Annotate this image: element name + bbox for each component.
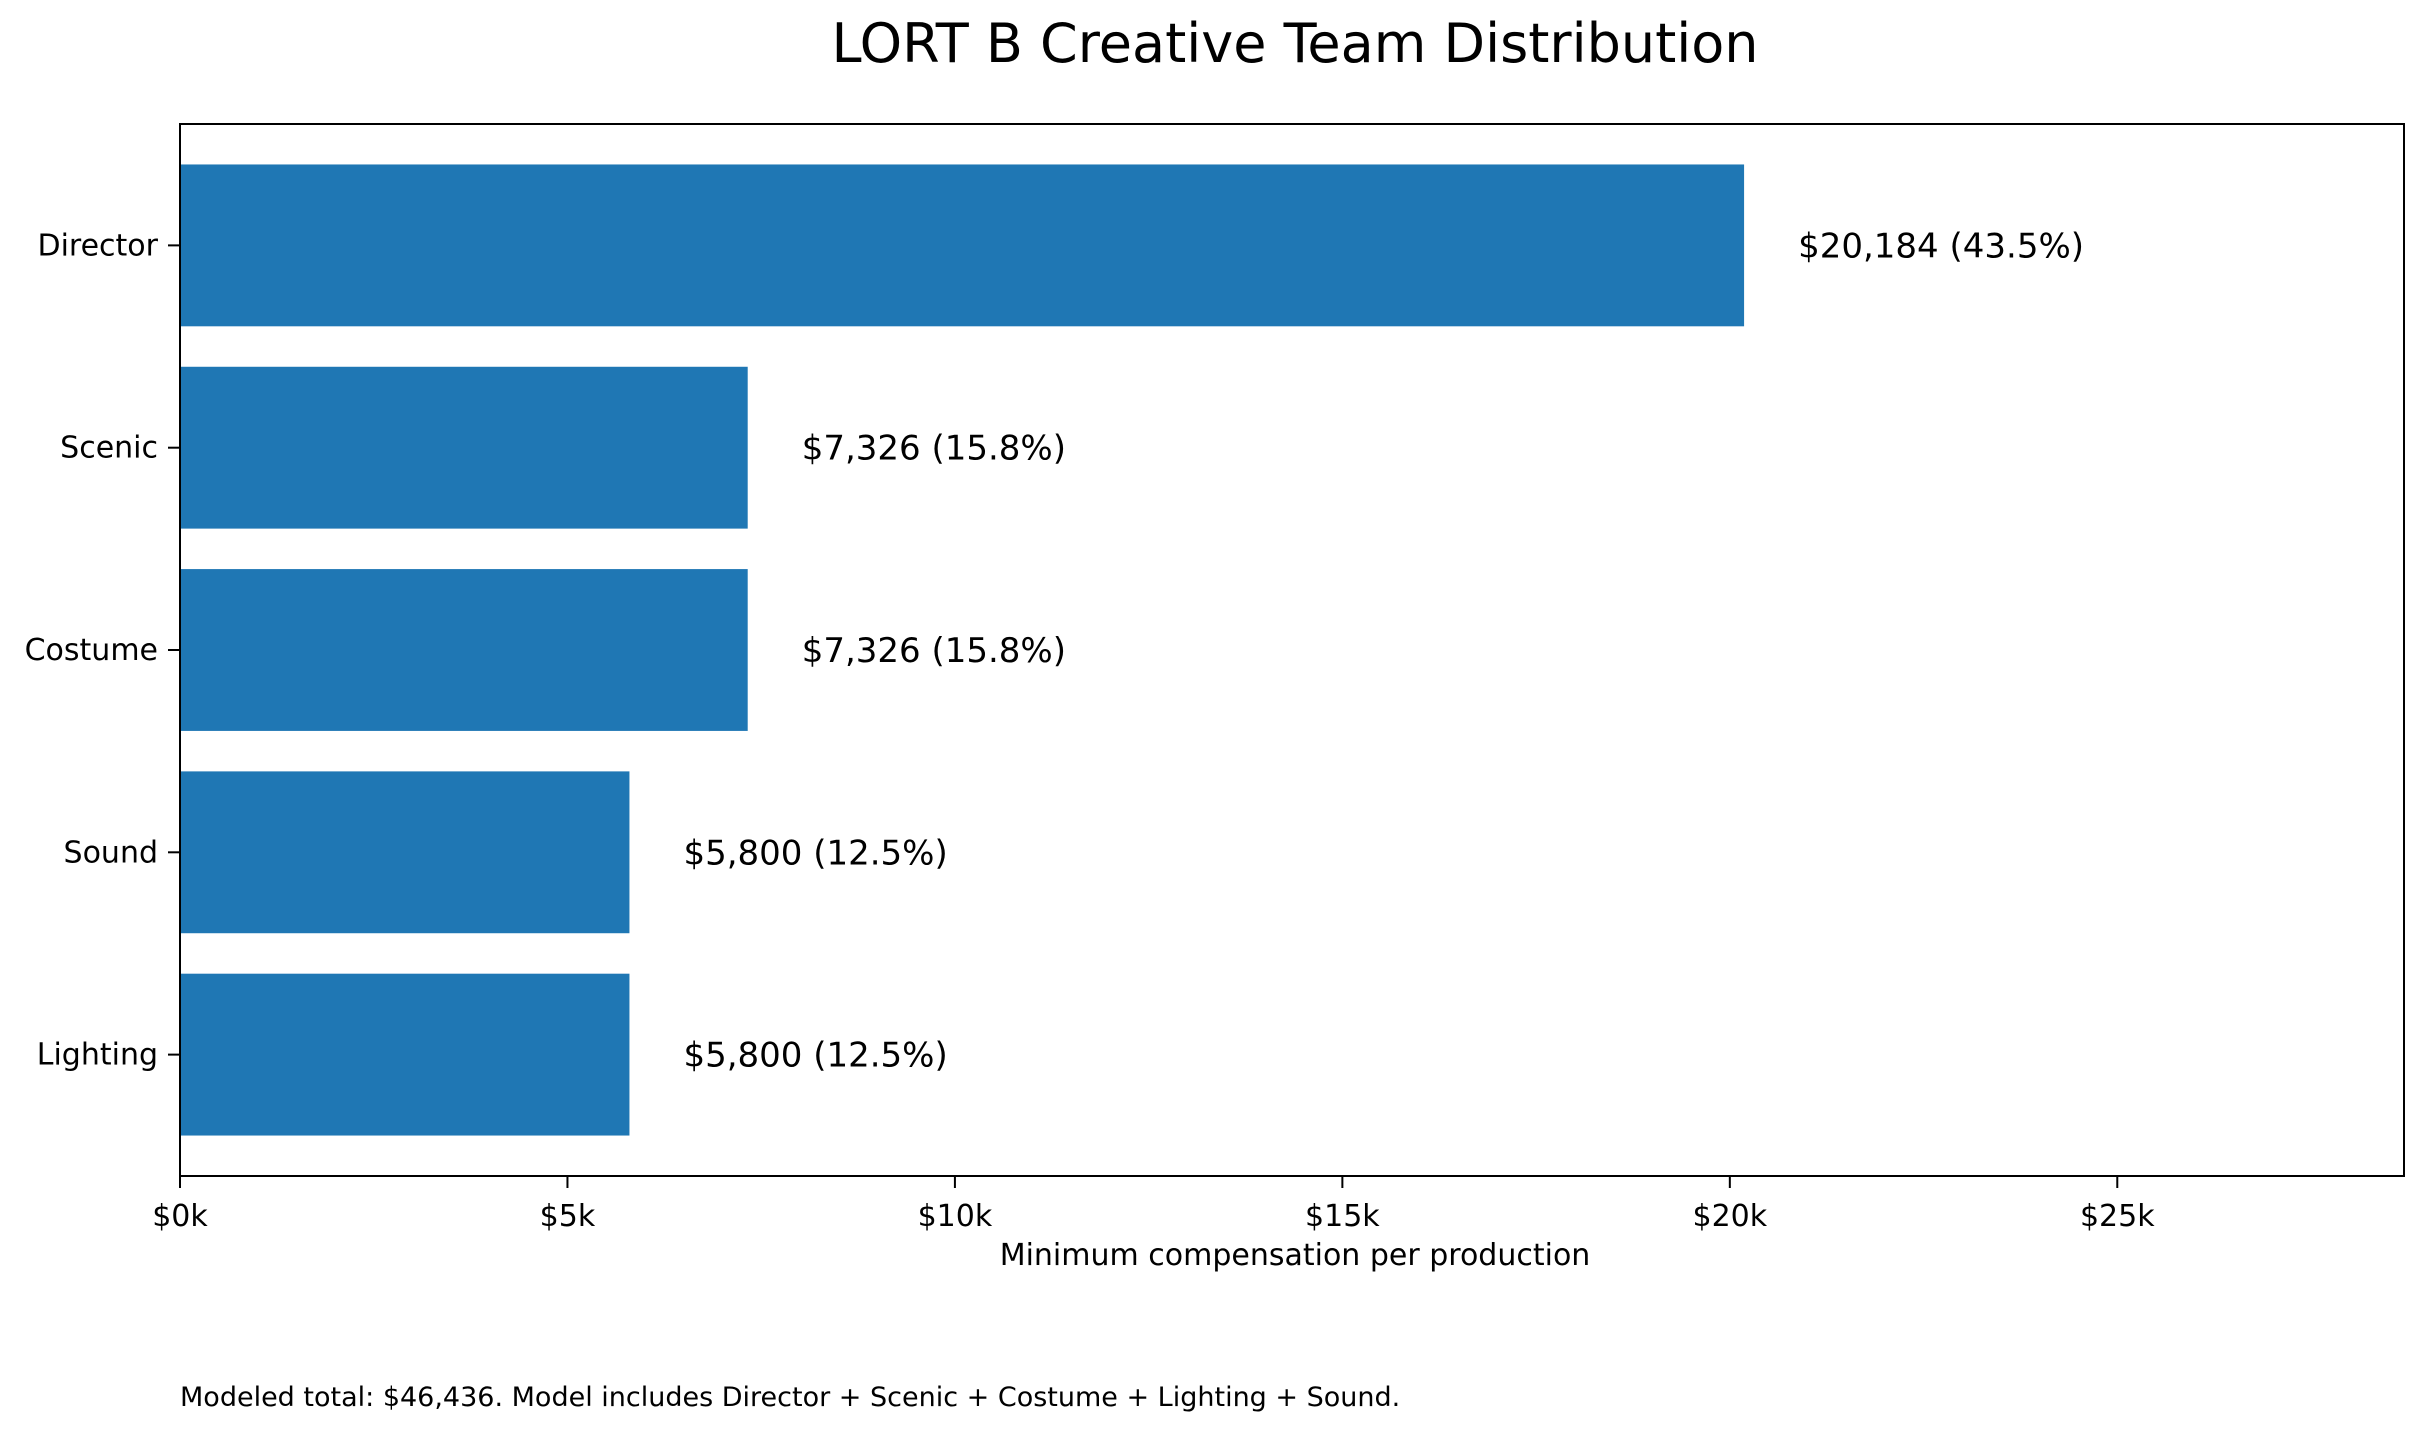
data-label-sound: $5,800 (12.5%) — [683, 833, 947, 873]
y-tick-label-scenic: Scenic — [60, 431, 158, 466]
y-tick-label-sound: Sound — [64, 835, 158, 870]
plot-frame — [179, 123, 2405, 1177]
bar-lighting — [180, 973, 630, 1136]
value-axis: $0k $5k $10k $15k $20k $25k — [152, 1176, 2155, 1234]
category-axis: Director Scenic Costume Sound Lighting — [25, 228, 180, 1073]
y-tick-label-lighting: Lighting — [37, 1038, 158, 1073]
x-tick-label: $0k — [152, 1199, 208, 1234]
x-tick-label: $10k — [918, 1199, 993, 1234]
bar-scenic — [180, 366, 748, 529]
bar-sound — [180, 771, 630, 934]
data-label-scenic: $7,326 (15.8%) — [802, 429, 1066, 469]
data-label-lighting: $5,800 (12.5%) — [683, 1036, 947, 1076]
x-tick-label: $20k — [1693, 1199, 1768, 1234]
data-label-costume: $7,326 (15.8%) — [802, 631, 1066, 671]
bars — [180, 164, 1745, 1136]
footnote: Modeled total: $46,436. Model includes D… — [180, 1382, 1400, 1413]
x-axis-label: Minimum compensation per production — [1000, 1238, 1591, 1273]
y-tick-label-costume: Costume — [25, 633, 158, 668]
bar-costume — [180, 569, 748, 731]
data-labels: $20,184 (43.5%) $7,326 (15.8%) $7,326 (15.… — [683, 226, 2084, 1075]
chart-title: LORT B Creative Team Distribution — [831, 12, 1758, 75]
bar-director — [180, 164, 1745, 327]
x-tick-label: $15k — [1305, 1199, 1380, 1234]
x-tick-label: $5k — [540, 1199, 596, 1234]
x-tick-label: $25k — [2080, 1199, 2155, 1234]
data-label-director: $20,184 (43.5%) — [1798, 226, 2084, 266]
y-tick-label-director: Director — [37, 228, 158, 263]
